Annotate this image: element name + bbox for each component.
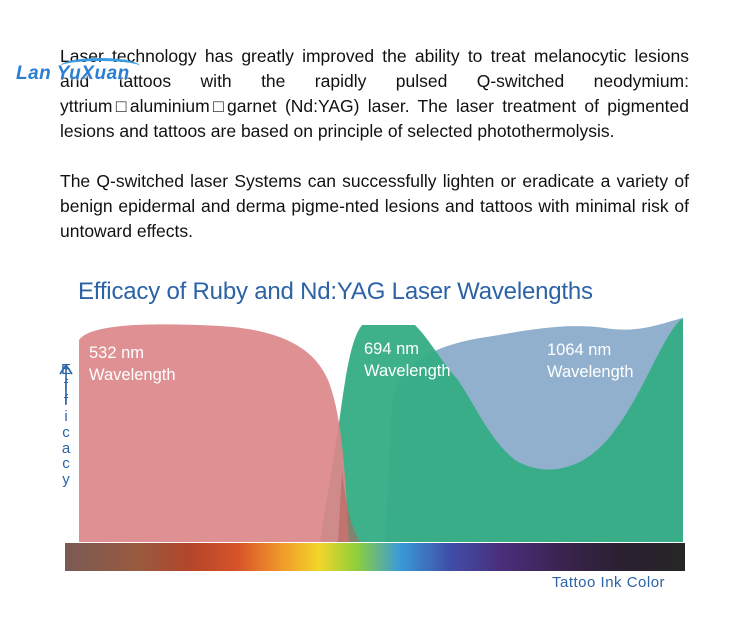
y-axis-letter: E xyxy=(60,361,71,378)
band-694nm-label: 694 nm Wavelength xyxy=(364,338,451,382)
logo-swoosh-icon xyxy=(60,58,140,75)
y-axis-letter: a xyxy=(61,439,71,457)
figure-title: Efficacy of Ruby and Nd:YAG Laser Wavele… xyxy=(78,278,593,305)
band-532nm-caption: Wavelength xyxy=(89,366,176,384)
y-axis-letter: y xyxy=(62,470,70,488)
band-532nm-label: 532 nm Wavelength xyxy=(89,342,176,386)
ink-color-spectrum-bar xyxy=(65,543,685,571)
y-axis-letter: i xyxy=(64,408,68,426)
band-overlap-shadow xyxy=(338,470,360,542)
x-axis-label: Tattoo Ink Color xyxy=(552,574,666,591)
y-axis-letter: c xyxy=(62,423,70,441)
detail-paragraph: The Q-switched laser Systems can success… xyxy=(60,170,689,241)
y-axis-letter: f xyxy=(63,392,69,410)
up-arrow-icon xyxy=(59,363,73,404)
watermark-text: Lan YuXuan xyxy=(16,63,130,84)
y-axis-letter: f xyxy=(63,376,69,394)
band-1064nm-caption: Wavelength xyxy=(547,363,634,381)
band-1064nm-wavelength: 1064 nm xyxy=(547,341,612,359)
y-axis-letter: c xyxy=(62,455,70,473)
band-532nm-wavelength: 532 nm xyxy=(89,344,145,362)
band-694nm-curve xyxy=(320,318,683,542)
band-694nm-wavelength: 694 nm xyxy=(364,340,420,358)
band-1064nm-label: 1064 nm Wavelength xyxy=(547,339,634,383)
band-532nm-curve xyxy=(79,324,349,542)
band-694nm-caption: Wavelength xyxy=(364,362,451,380)
intro-paragraph: Laser technology has greatly improved th… xyxy=(60,45,689,141)
